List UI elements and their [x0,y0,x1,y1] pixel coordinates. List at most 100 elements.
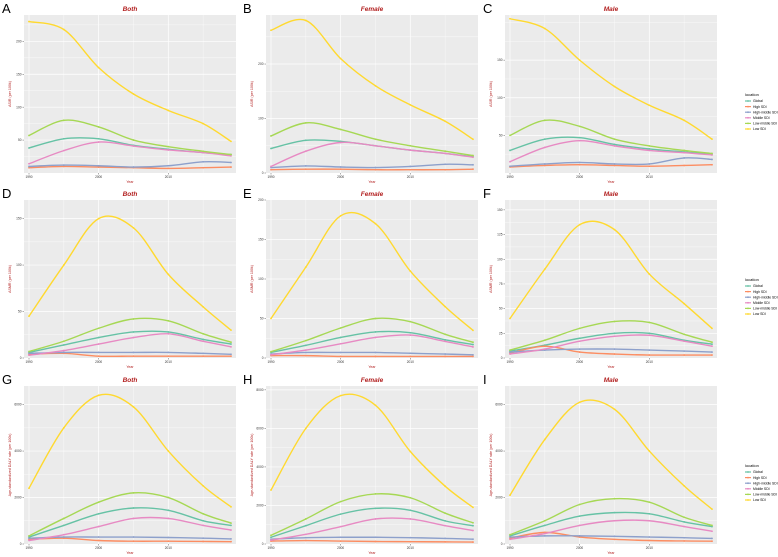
panel-a-point-low-sdi [202,122,205,125]
panel-b-plot-background [266,15,478,173]
panel-f-ytick-label: 75 [499,282,503,286]
panel-b-point-middle-sdi [409,149,412,152]
legend-key-point [747,476,749,479]
panel-h-point-low-sdi [270,489,272,491]
panel-d-point-global [167,331,170,333]
panel-g-ytick-label: 6000 [14,403,21,407]
legend-key-point [747,111,749,114]
panel-g-point-low-sdi [97,394,100,397]
panel-b-point-high-middle-sdi [304,165,307,167]
panel-i-point-middle-sdi [711,530,713,533]
panel-h-point-low-middle-sdi [472,521,474,524]
panel-c-point-low-sdi [711,138,713,141]
panel-c-point-middle-sdi [648,149,651,152]
panel-i-point-high-middle-sdi [543,534,546,537]
legend-title: location [745,463,759,468]
panel-a-point-high-middle-sdi [97,164,100,167]
panel-b-point-high-sdi [444,168,447,171]
panel-c-label: C [483,1,492,16]
panel-a-point-low-middle-sdi [132,139,135,141]
legend-entry: High-middle SDI [753,110,778,114]
panel-i-ytick-label: 4000 [495,449,502,453]
panel-h-point-high-sdi [444,540,447,543]
panel-e-point-low-sdi [472,329,474,332]
panel-h-point-global [270,536,272,539]
legend-key-point [747,128,749,130]
panel-g-plot-background [24,386,236,544]
panel-c-point-high-sdi [648,165,651,168]
panel-b-ylabel: ASIR (per 100k) [250,81,254,107]
panel-h-point-middle-sdi [472,529,474,532]
panel-f-point-low-middle-sdi [711,341,713,344]
panel-f-point-global [613,332,616,335]
panel-a-ytick-label: 200 [16,39,22,43]
panel-e-point-high-middle-sdi [339,351,342,354]
legend-entry: High-middle SDI [753,295,778,299]
panel-e-xlabel: Year [368,365,376,369]
panel-a-point-global [28,147,30,149]
panel-g-point-global [202,519,205,522]
panel-d-point-low-sdi [202,305,205,308]
panel-f-xtick-label: 1990 [506,360,513,364]
panel-a-point-high-middle-sdi [132,166,135,168]
panel-e-point-high-middle-sdi [472,353,474,356]
panel-a-xtick-label: 1990 [25,175,32,179]
legend-entry: Global [753,284,763,288]
panel-g-point-low-middle-sdi [132,491,135,494]
panel-a-point-high-sdi [202,166,205,169]
panel-h-point-middle-sdi [409,518,412,520]
panel-f-point-low-sdi [648,273,651,275]
panel-e-point-middle-sdi [409,334,412,336]
panel-g-point-global [167,509,170,512]
panel-g-point-high-middle-sdi [167,536,170,539]
panel-h-xtick-label: 1990 [267,546,274,550]
panel-a-point-low-middle-sdi [28,134,30,137]
panel-h-point-low-sdi [409,450,412,453]
panel-i-point-high-middle-sdi [509,536,511,538]
panel-d-point-low-sdi [132,226,135,229]
legend-entry: Low SDI [753,312,766,316]
panel-f-point-high-middle-sdi [683,350,686,352]
panel-f-point-low-middle-sdi [578,327,581,330]
panel-e-xtick-label: 2010 [407,360,414,364]
panel-d-point-high-middle-sdi [28,352,30,355]
panel-c-point-low-middle-sdi [543,119,546,122]
panel-i-xtick-label: 2000 [576,546,583,550]
panel-h-point-high-sdi [304,539,307,542]
panel-h-point-high-middle-sdi [409,536,412,539]
panel-g-point-low-sdi [28,487,30,490]
panel-g-xtick-label: 2010 [165,546,172,550]
panel-c-xtick-label: 1990 [506,175,513,179]
panel-e-point-high-sdi [304,354,307,357]
panel-f-point-middle-sdi [543,348,546,351]
legend-entry: Global [753,470,763,474]
panel-c-ytick-label: 100 [497,96,503,100]
panel-e-point-global [472,343,474,346]
panel-i-point-high-middle-sdi [683,536,686,539]
panel-f-point-high-sdi [578,351,581,353]
legend-entry: Low-middle SDI [753,493,777,497]
panel-f-point-low-sdi [711,327,713,330]
panel-a-ytick-label: 50 [18,138,22,142]
panel-e-point-global [409,331,412,334]
panel-c-point-middle-sdi [578,139,581,142]
panel-i-point-high-middle-sdi [648,536,651,538]
panel-d-point-middle-sdi [230,345,232,348]
panel-a-point-global [62,137,65,140]
panel-c-point-low-sdi [543,27,546,30]
panel-g-ytick-label: 2000 [14,496,21,500]
panel-a-point-high-sdi [62,165,65,168]
panel-i-point-high-sdi [683,540,686,542]
panel-g-point-high-middle-sdi [230,537,232,540]
panel-d-ytick-label: 150 [16,217,22,221]
legend-entry: Low-middle SDI [753,307,777,311]
panel-c-xtick-label: 2010 [646,175,653,179]
panel-e-point-low-sdi [409,270,412,272]
panel-h-point-low-middle-sdi [270,534,272,537]
panel-d-point-low-middle-sdi [167,319,170,322]
panel-i-xtick-label: 1990 [506,546,513,550]
panel-a-xtick-label: 2010 [165,175,172,179]
panel-i-point-low-middle-sdi [578,503,581,506]
panel-d-ytick-label: 0 [20,356,22,360]
legend-key-point [747,307,749,310]
